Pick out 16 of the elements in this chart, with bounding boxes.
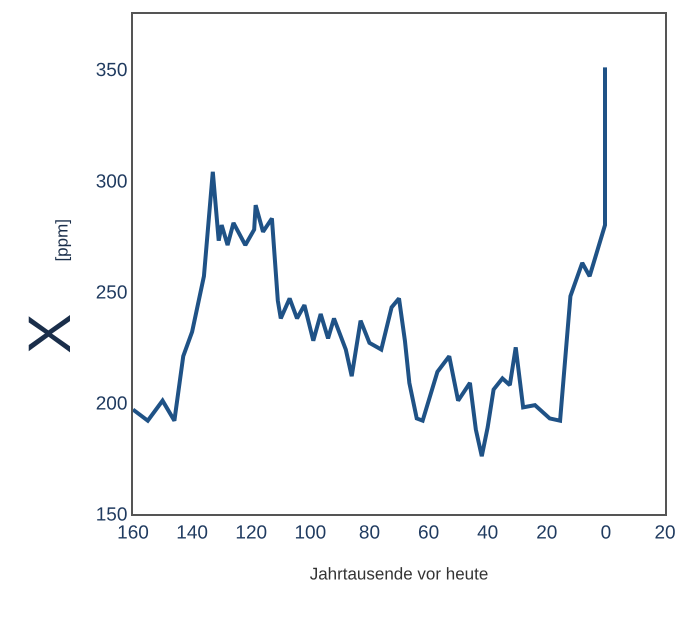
y-tick-label: 300 xyxy=(96,171,128,192)
x-tick-label: 20 xyxy=(536,522,558,544)
x-tick-label: 120 xyxy=(235,522,268,544)
x-tick-label: 100 xyxy=(294,522,326,544)
x-axis-title: Jahrtausende vor heute xyxy=(310,564,488,584)
x-tick-label: 60 xyxy=(418,522,440,544)
y-tick-label: 200 xyxy=(96,394,128,415)
line-series xyxy=(133,65,607,458)
y-axis-title: X [ppm] xyxy=(16,219,83,354)
x-tick-label: 0 xyxy=(600,522,612,544)
x-tick-label: 20 xyxy=(654,522,676,544)
x-tick-label: 140 xyxy=(176,522,208,544)
x-tick-label: 40 xyxy=(477,522,498,544)
y-tick-label: 250 xyxy=(96,282,128,304)
y-tick-label: 350 xyxy=(96,60,128,82)
x-tick-label: 80 xyxy=(358,522,380,544)
